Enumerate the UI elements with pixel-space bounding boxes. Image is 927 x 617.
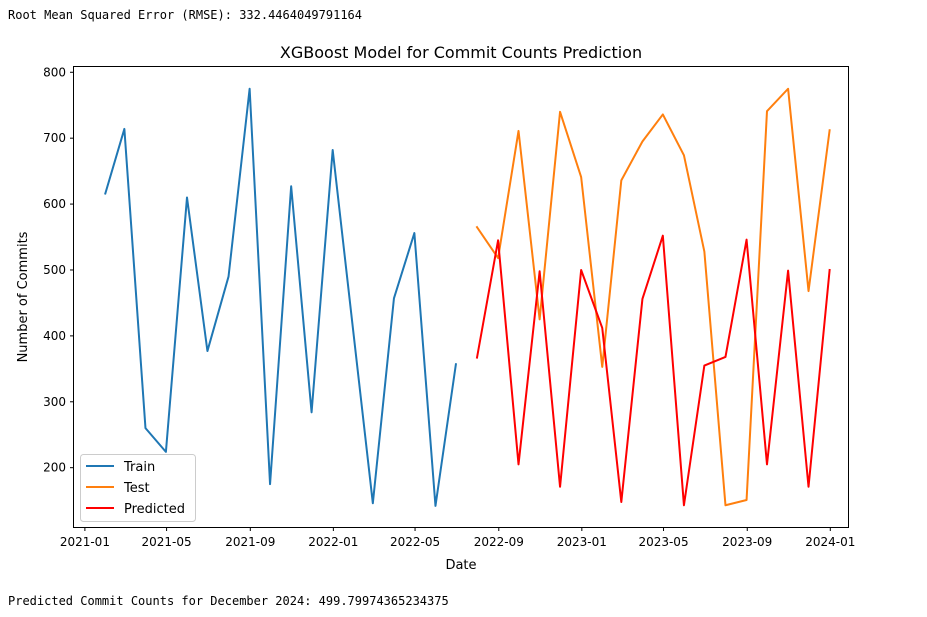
rmse-output-text: Root Mean Squared Error (RMSE): 332.4464…: [8, 8, 363, 22]
x-tick-label: 2023-01: [557, 535, 607, 549]
legend-label-train: Train: [123, 460, 155, 475]
x-tick-label: 2022-01: [308, 535, 358, 549]
series-line-test: [475, 87, 831, 507]
legend: Train Test Predicted: [80, 454, 196, 522]
x-tick-label: 2021-01: [60, 535, 110, 549]
y-tick-label: 300: [43, 395, 66, 409]
legend-frame: [80, 454, 196, 522]
legend-label-test: Test: [123, 481, 150, 496]
x-tick-label: 2023-09: [722, 535, 772, 549]
series-line-predicted: [475, 234, 831, 507]
prediction-output-text: Predicted Commit Counts for December 202…: [8, 594, 449, 608]
y-tick-label: 400: [43, 329, 66, 343]
y-tick-label: 700: [43, 131, 66, 145]
x-tick-label: 2023-05: [638, 535, 688, 549]
y-tick-label: 800: [43, 65, 66, 79]
y-axis-label: Number of Commits: [16, 231, 31, 362]
y-axis: 200 300 400 500 600 700 800: [43, 65, 74, 475]
y-tick-label: 500: [43, 263, 66, 277]
plot-area: [104, 87, 831, 507]
series-line-train: [104, 87, 458, 507]
x-axis-label: Date: [445, 558, 476, 573]
y-tick-label: 200: [43, 461, 66, 475]
axes-frame: [73, 66, 849, 528]
x-tick-label: 2022-05: [390, 535, 440, 549]
x-tick-label: 2021-05: [142, 535, 192, 549]
chart-title: XGBoost Model for Commit Counts Predicti…: [280, 43, 642, 62]
x-axis: 2021-01 2021-05 2021-09 2022-01 2022-05 2022-…: [60, 527, 855, 549]
x-tick-label: 2024-01: [805, 535, 855, 549]
x-tick-label: 2022-09: [474, 535, 524, 549]
y-tick-label: 600: [43, 197, 66, 211]
legend-label-predicted: Predicted: [124, 502, 185, 517]
x-tick-label: 2021-09: [225, 535, 275, 549]
